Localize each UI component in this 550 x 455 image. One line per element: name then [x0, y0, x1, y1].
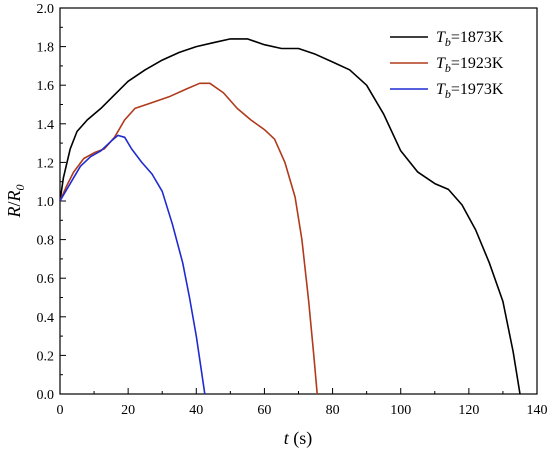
- y-axis-title: R/R0: [4, 184, 27, 218]
- x-tick-label: 100: [390, 403, 411, 418]
- x-tick-label: 0: [57, 403, 64, 418]
- x-tick-label: 60: [257, 403, 271, 418]
- series-line-1: [59, 38, 521, 395]
- y-tick-label: 0.0: [37, 388, 55, 403]
- x-tick-label: 40: [189, 403, 203, 418]
- series-line-2: [59, 82, 318, 395]
- y-tick-label: 1.0: [37, 195, 55, 210]
- y-tick-label: 0.4: [37, 311, 55, 326]
- y-tick-label: 1.6: [37, 79, 55, 94]
- legend: Tb=1873K Tb=1923K Tb=1973K: [390, 29, 504, 101]
- series-lines: [59, 38, 521, 395]
- legend-label-2: Tb=1923K: [436, 55, 504, 75]
- y-tick-label: 1.2: [37, 156, 55, 171]
- y-tick-label: 0.2: [37, 349, 55, 364]
- y-tick-label: 1.4: [37, 118, 55, 133]
- axis-ticks: 0 20 40 60 80 100 120 140 0.0 0.2 0.4 0.6 0.8 1.0 1.2 1…: [37, 2, 548, 418]
- legend-label-3: Tb=1973K: [436, 81, 504, 101]
- x-tick-label: 20: [121, 403, 135, 418]
- x-axis-title: t (s): [284, 428, 313, 449]
- x-tick-label: 140: [527, 403, 548, 418]
- y-tick-label: 1.8: [37, 41, 55, 56]
- series-line-3: [59, 134, 206, 395]
- y-tick-label: 2.0: [37, 2, 55, 17]
- x-tick-label: 120: [458, 403, 479, 418]
- y-tick-label: 0.6: [37, 272, 55, 287]
- legend-label-1: Tb=1873K: [436, 29, 504, 49]
- x-tick-label: 80: [326, 403, 340, 418]
- y-tick-label: 0.8: [37, 234, 55, 249]
